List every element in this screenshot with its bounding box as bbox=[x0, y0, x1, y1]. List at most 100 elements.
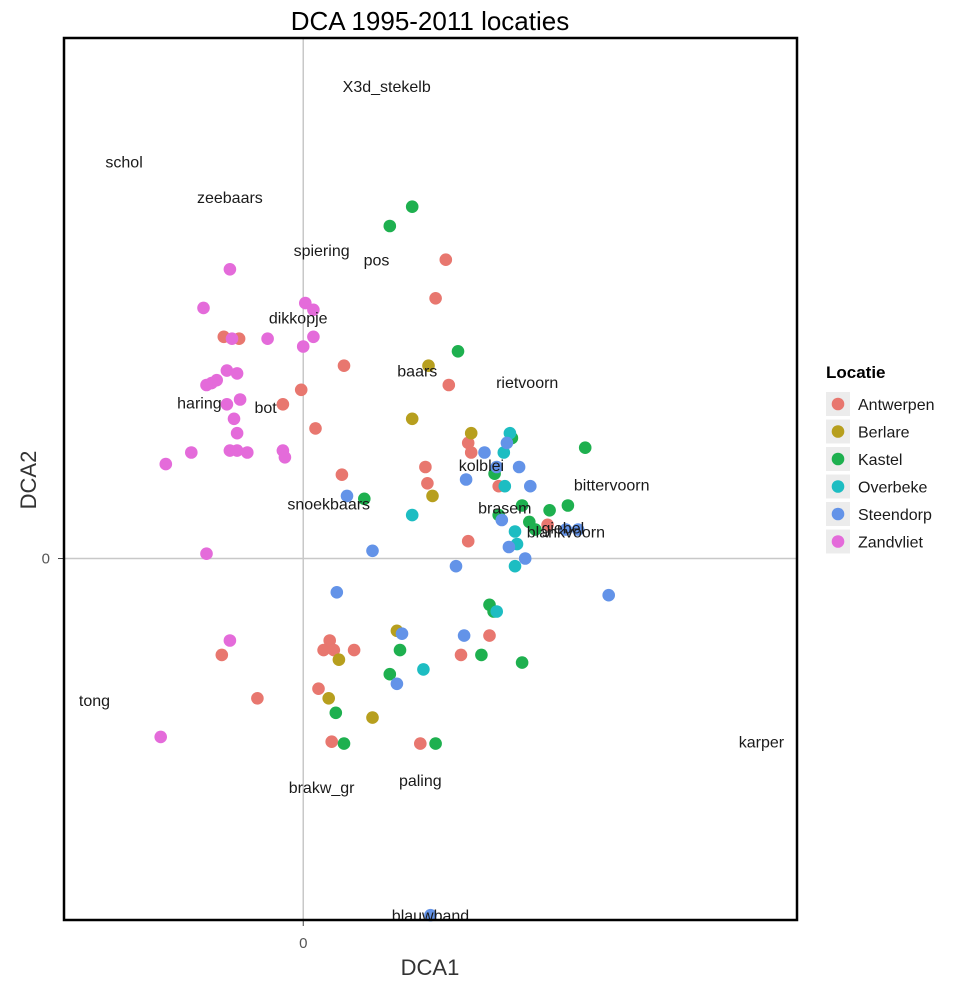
data-point bbox=[502, 540, 516, 554]
data-point bbox=[405, 412, 419, 426]
data-point bbox=[220, 398, 234, 411]
data-point bbox=[490, 605, 504, 618]
species-label: paling bbox=[399, 773, 442, 790]
data-point bbox=[230, 367, 244, 380]
species-label: snoekbaars bbox=[287, 497, 370, 514]
data-point bbox=[518, 552, 532, 565]
species-label: pos bbox=[364, 253, 390, 270]
species-label: spiering bbox=[294, 243, 350, 260]
data-point bbox=[602, 588, 615, 602]
data-point bbox=[296, 340, 310, 353]
data-point bbox=[395, 627, 409, 640]
legend-label-antwerpen: Antwerpen bbox=[858, 397, 935, 414]
data-point bbox=[307, 330, 320, 344]
data-point bbox=[294, 383, 308, 397]
data-point bbox=[475, 648, 488, 662]
data-point bbox=[261, 332, 274, 346]
data-point bbox=[454, 648, 468, 662]
data-point bbox=[215, 648, 229, 662]
data-point bbox=[330, 586, 344, 599]
legend-label-zandvliet: Zandvliet bbox=[858, 535, 923, 552]
data-point bbox=[154, 730, 167, 744]
data-point bbox=[347, 643, 361, 657]
data-point bbox=[495, 513, 509, 527]
data-point bbox=[335, 468, 349, 482]
data-point bbox=[508, 559, 522, 573]
data-point bbox=[442, 378, 456, 392]
legend-key-kastel bbox=[831, 452, 845, 466]
series-zandvliet bbox=[154, 263, 320, 744]
data-point bbox=[366, 711, 379, 724]
data-point bbox=[329, 706, 343, 720]
data-point bbox=[464, 446, 478, 459]
data-point bbox=[515, 656, 529, 669]
data-point bbox=[478, 446, 491, 459]
species-label: kolblei bbox=[459, 458, 504, 475]
data-point bbox=[332, 653, 346, 666]
data-point bbox=[500, 436, 514, 450]
data-point bbox=[251, 692, 264, 705]
data-point bbox=[417, 663, 430, 676]
legend-label-kastel: Kastel bbox=[858, 452, 902, 469]
data-point bbox=[503, 426, 517, 440]
species-label: brasem bbox=[478, 500, 531, 517]
species-label: bittervoorn bbox=[574, 477, 650, 494]
species-label: bot bbox=[254, 400, 277, 417]
data-point bbox=[426, 489, 439, 503]
species-label: rietvoorn bbox=[496, 375, 558, 392]
data-point bbox=[405, 200, 419, 213]
data-point bbox=[451, 345, 465, 358]
species-label: schol bbox=[105, 154, 142, 171]
species-label: X3d_stekelb bbox=[343, 79, 431, 96]
data-point bbox=[278, 451, 292, 464]
data-point bbox=[405, 508, 419, 522]
data-point bbox=[227, 412, 241, 426]
data-point bbox=[512, 460, 526, 474]
data-point bbox=[571, 523, 585, 536]
data-point bbox=[498, 479, 512, 493]
data-point bbox=[422, 359, 435, 373]
species-label: baars bbox=[397, 364, 437, 381]
data-point bbox=[200, 378, 213, 392]
data-point bbox=[327, 643, 341, 657]
data-point bbox=[421, 477, 434, 490]
data-point bbox=[230, 444, 244, 457]
data-point bbox=[366, 544, 379, 558]
legend-label-berlare: Berlare bbox=[858, 425, 910, 442]
data-point bbox=[439, 253, 453, 266]
legend-key-steendorp bbox=[831, 507, 845, 521]
data-point bbox=[529, 523, 542, 536]
data-point bbox=[390, 677, 404, 691]
data-point bbox=[515, 499, 529, 512]
data-point bbox=[317, 643, 330, 657]
species-label: karper bbox=[739, 735, 785, 752]
data-point bbox=[383, 667, 397, 681]
data-point bbox=[312, 682, 325, 695]
data-point bbox=[578, 441, 592, 455]
data-point bbox=[309, 422, 322, 435]
x-axis-title: DCA1 bbox=[401, 955, 460, 980]
data-point bbox=[337, 737, 351, 750]
data-point bbox=[424, 908, 437, 922]
data-point bbox=[559, 523, 573, 536]
y-axis-title: DCA2 bbox=[16, 451, 41, 510]
data-point bbox=[393, 643, 407, 657]
legend-label-overbeke: Overbeke bbox=[858, 480, 927, 497]
species-label: brakw_gr bbox=[289, 780, 355, 797]
species-label: blankvoorn bbox=[527, 525, 605, 542]
species-label: zeebaars bbox=[197, 190, 263, 207]
data-point bbox=[225, 332, 239, 346]
data-point bbox=[414, 737, 427, 750]
data-point bbox=[322, 692, 336, 705]
data-point bbox=[230, 426, 244, 440]
data-point bbox=[508, 525, 522, 538]
chart-title: DCA 1995-2011 locaties bbox=[291, 6, 569, 36]
data-point bbox=[429, 292, 442, 305]
data-point bbox=[429, 737, 442, 750]
data-point bbox=[337, 359, 351, 373]
legend-key-overbeke bbox=[831, 480, 845, 493]
legend-label-steendorp: Steendorp bbox=[858, 507, 932, 524]
species-label: tong bbox=[79, 693, 110, 710]
